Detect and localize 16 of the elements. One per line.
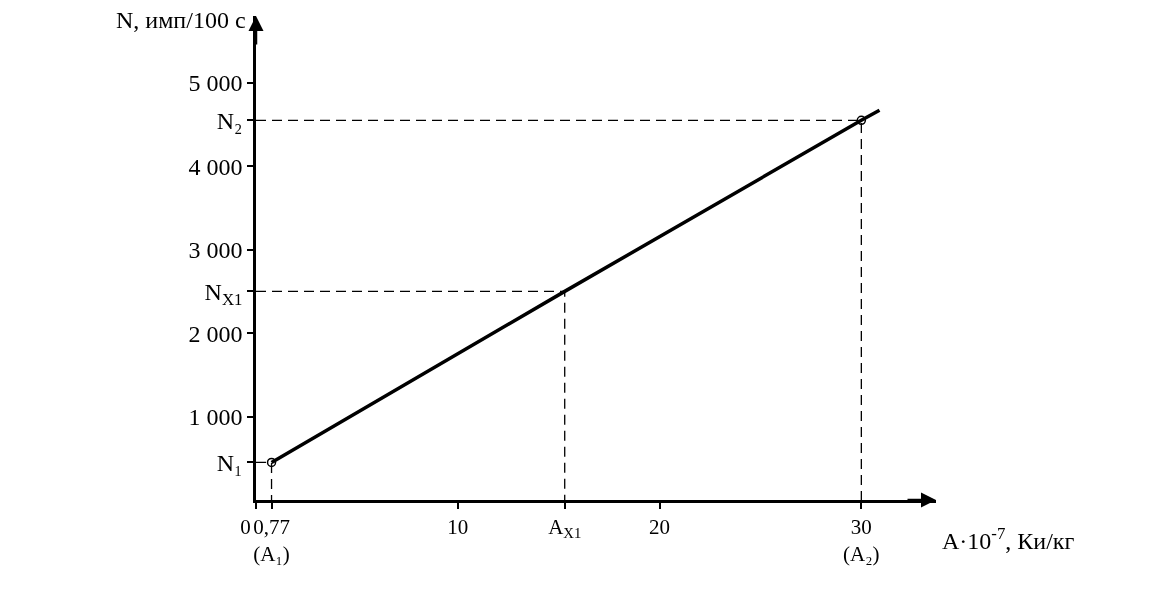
x-tick-label: A$_{X1}$ [548, 514, 582, 542]
y-axis-title: N, имп/100 с [116, 7, 246, 33]
x-axis-title: A·10$^{-7}$, Ки/кг [942, 524, 1075, 555]
x-tick-label: 0,77 (A₁) [253, 514, 290, 567]
x-tick-label: 20 [649, 514, 671, 539]
x-tick-label: 0 [240, 514, 251, 539]
y-tick-label: 3 000 [188, 237, 243, 264]
y-tick-label: 4 000 [188, 153, 243, 180]
y-tick-label: N$_{X1}$ [204, 278, 243, 309]
x-tick-label: 10 [447, 514, 469, 539]
y-tick-label: 1 000 [188, 403, 243, 430]
y-tick-label: N₁ [216, 449, 243, 476]
y-tick-label: 2 000 [188, 320, 243, 347]
y-tick-label: N₂ [216, 107, 243, 134]
x-tick-label: 30 (A₂) [843, 514, 880, 567]
y-tick-label: 5 000 [188, 70, 243, 97]
